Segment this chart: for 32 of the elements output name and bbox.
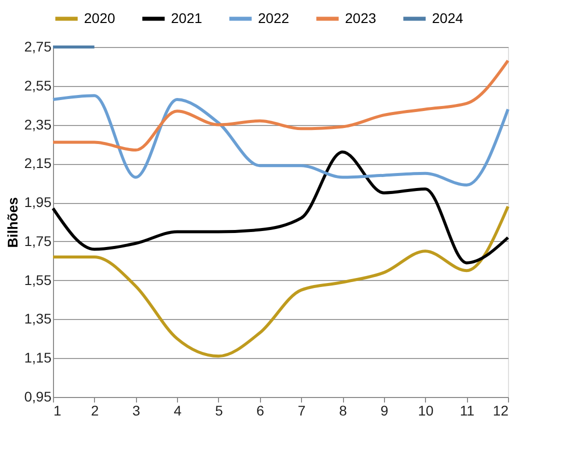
x-tick-label: 2 [90,402,99,418]
x-tick-label: 8 [339,402,348,418]
x-tick-label: 11 [460,402,475,418]
legend-label: 2021 [171,10,202,26]
line-series [52,204,510,358]
x-tick-label: 10 [418,402,434,418]
y-tick-label: 2,15 [24,155,52,172]
y-tick-label: 2,75 [24,38,52,54]
x-tick-label: 1 [54,402,62,418]
legend-label: 2023 [345,10,376,26]
line-series [52,150,510,264]
y-tick-label: 1,55 [24,272,52,288]
legend-label: 2020 [84,10,116,26]
y-axis-title: Bilhões [4,197,20,248]
y-tick-label: 1,35 [24,310,52,327]
legend-label: 2022 [258,10,290,26]
x-tick-label: 6 [256,402,264,418]
x-tick-label: 7 [298,402,306,418]
x-tick-label: 3 [132,402,140,418]
x-tick-label: 9 [380,402,389,418]
x-tick-label: 4 [174,402,182,418]
y-tick-label: 1,15 [24,350,52,366]
line-series [52,59,510,152]
y-tick-label: 2,55 [24,77,52,94]
y-tick-label: 1,75 [24,232,52,249]
line-series [52,94,510,187]
y-tick-label: 2,35 [24,116,52,132]
y-tick-label: 1,95 [24,194,52,210]
x-tick-label: 5 [215,402,224,418]
legend-label: 2024 [432,10,464,26]
x-tick-label: 12 [492,402,509,418]
y-tick-label: 0,95 [24,388,52,404]
